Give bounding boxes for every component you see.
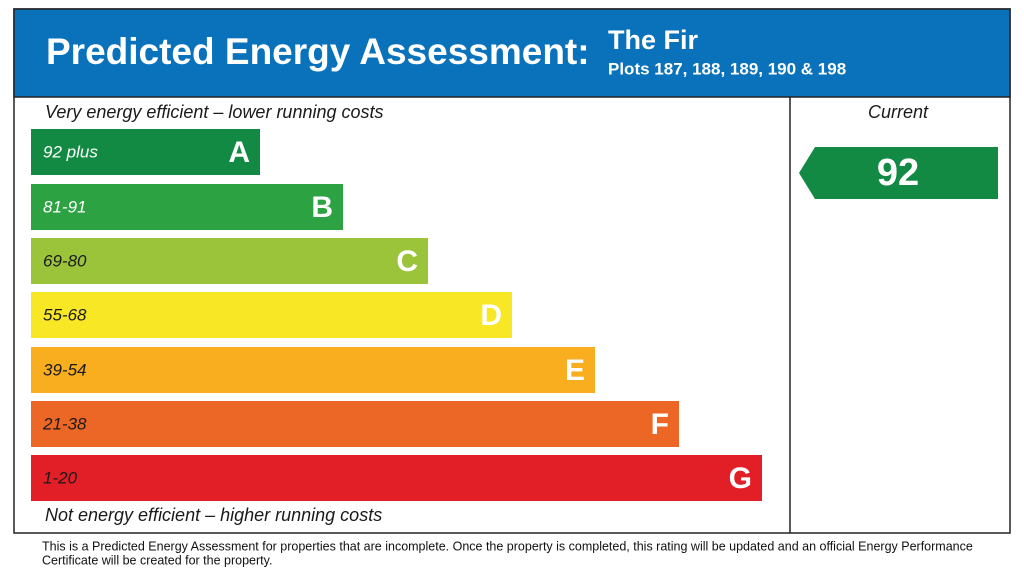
- footer-line: This is a Predicted Energy Assessment fo…: [42, 539, 973, 553]
- band-range: 81-91: [43, 197, 86, 216]
- band-range: 39-54: [43, 360, 86, 379]
- band-bar: [31, 401, 679, 447]
- header-bar: [13, 8, 1011, 98]
- band-range: 55-68: [43, 305, 87, 324]
- footer-line: Certificate will be created for the prop…: [42, 553, 272, 567]
- band-bar: [31, 184, 343, 230]
- band-range: 21-38: [42, 414, 87, 433]
- band-letter: B: [311, 191, 333, 224]
- bands: 92 plus A 81-91 B 69-80 C 55-68 D 39-54 E 21-38 F 1-…: [31, 129, 762, 501]
- top-note: Very energy efficient – lower running co…: [45, 102, 384, 122]
- band-letter: C: [396, 245, 418, 278]
- band-range: 92 plus: [43, 142, 98, 161]
- bottom-note: Not energy efficient – higher running co…: [45, 505, 382, 525]
- band-letter: F: [651, 408, 669, 441]
- band-letter: E: [565, 354, 585, 387]
- band-bar: [31, 129, 260, 175]
- plots: Plots 187, 188, 189, 190 & 198: [608, 59, 846, 78]
- current-label: Current: [868, 102, 929, 122]
- title: Predicted Energy Assessment:: [46, 31, 590, 72]
- band-bar: [31, 455, 762, 501]
- band-bar: [31, 347, 595, 393]
- band-letter: G: [729, 462, 752, 495]
- current-arrow: [799, 147, 998, 199]
- band-range: 1-20: [43, 468, 78, 487]
- band-bar: [31, 238, 428, 284]
- band-letter: D: [480, 299, 502, 332]
- property: The Fir: [608, 25, 698, 55]
- band-bar: [31, 292, 512, 338]
- band-range: 69-80: [43, 251, 87, 270]
- band-letter: A: [228, 136, 250, 169]
- current-rating: 92: [877, 152, 919, 194]
